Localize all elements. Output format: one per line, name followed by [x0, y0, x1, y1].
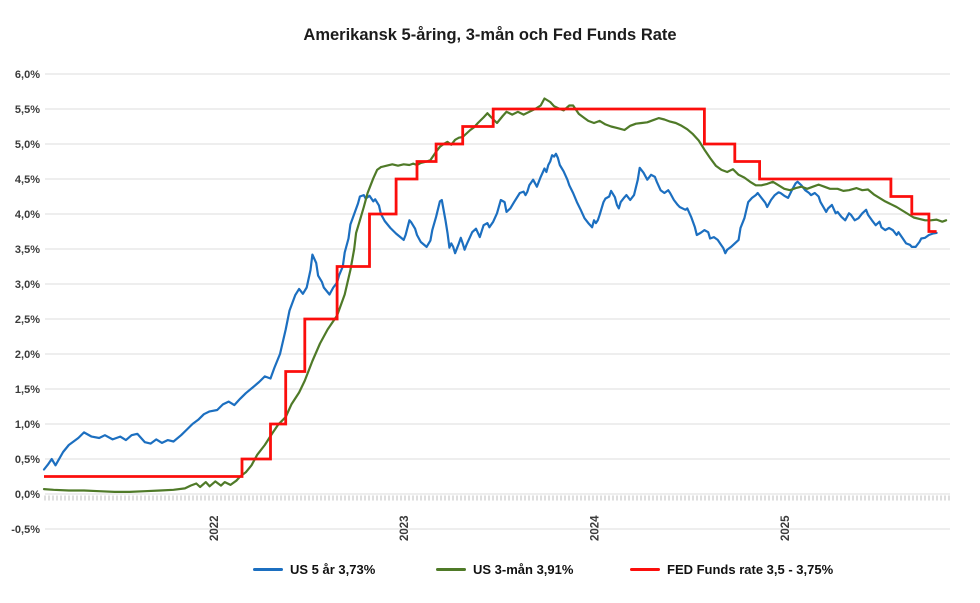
fedfunds-line-swatch-icon: [630, 567, 660, 572]
y-axis-label: 3,0%: [15, 279, 40, 291]
series-line-us3m: [42, 97, 948, 493]
y-axis-labels: 6,0% 5,5% 5,0% 4,5% 4,0% 3,5% 3,0% 2,5% 2,0% 1,5%…: [11, 69, 40, 536]
us3m-line-swatch-icon: [436, 567, 466, 572]
x-axis-year-label: 2025: [780, 515, 792, 541]
legend-label-fedfunds: FED Funds rate 3,5 - 3,75%: [667, 562, 834, 577]
y-axis-label: 5,0%: [15, 139, 40, 151]
legend-label-us5y: US 5 år 3,73%: [290, 562, 376, 577]
y-axis-label: 6,0%: [15, 69, 40, 81]
legend-item-us5y: US 5 år 3,73%: [253, 562, 375, 577]
y-axis-label: 4,0%: [15, 209, 40, 221]
y-axis-label: 4,5%: [15, 174, 40, 186]
series-line-us5y: [42, 152, 938, 471]
chart-title: Amerikansk 5-åring, 3-mån och Fed Funds …: [303, 26, 677, 44]
y-axis-label: 0,0%: [15, 489, 40, 501]
x-axis-minor-ticks: [44, 495, 950, 501]
y-axis-label: 1,5%: [15, 384, 40, 396]
series-line-fedfunds: [44, 107, 937, 478]
x-axis-year-label: 2023: [399, 515, 411, 541]
y-axis-label: 2,5%: [15, 314, 40, 326]
gridlines: [45, 73, 950, 530]
y-axis-label: -0,5%: [11, 524, 40, 536]
x-axis-labels: 2022 2023 2024 2025: [209, 515, 792, 541]
legend-item-us3m: US 3-mån 3,91%: [436, 562, 573, 577]
legend-item-fedfunds: FED Funds rate 3,5 - 3,75%: [630, 562, 833, 577]
x-axis-year-label: 2022: [209, 515, 221, 541]
legend-label-us3m: US 3-mån 3,91%: [473, 562, 574, 577]
us5y-line-swatch-icon: [253, 567, 283, 572]
y-axis-label: 5,5%: [15, 104, 40, 116]
y-axis-label: 0,5%: [15, 454, 40, 466]
y-axis-label: 3,5%: [15, 244, 40, 256]
y-axis-label: 2,0%: [15, 349, 40, 361]
y-axis-label: 1,0%: [15, 419, 40, 431]
x-axis-year-label: 2024: [590, 515, 602, 541]
